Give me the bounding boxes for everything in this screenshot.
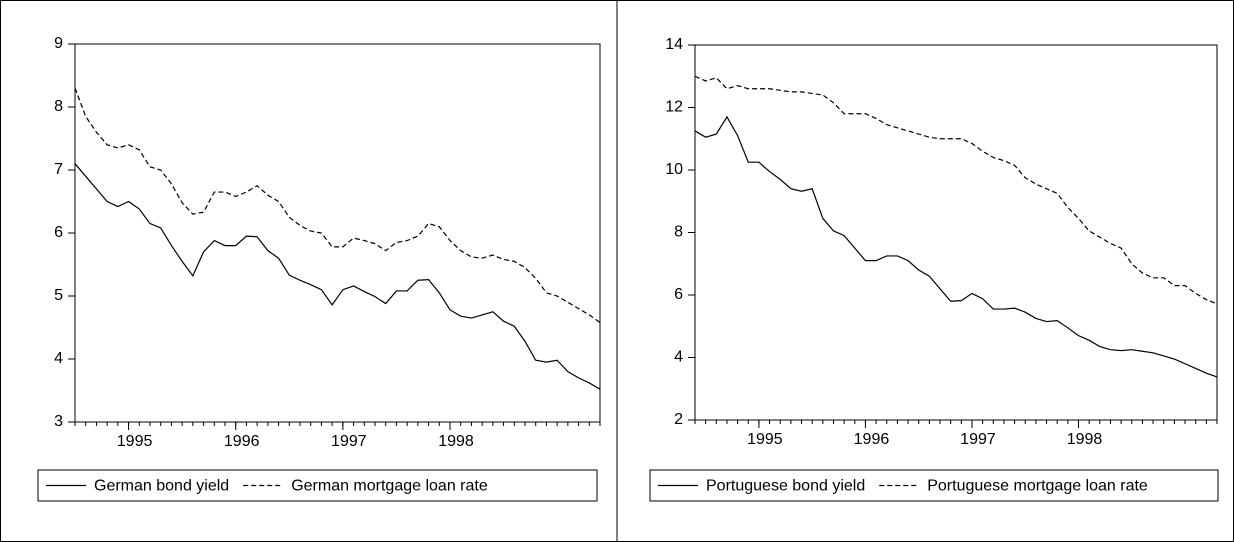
legend-box — [37, 469, 598, 502]
y-tick-label: 12 — [665, 99, 683, 116]
legend-box — [649, 469, 1219, 502]
x-tick-label: 1998 — [1067, 431, 1103, 448]
y-tick-label: 6 — [674, 286, 683, 303]
y-tick-label: 4 — [54, 350, 63, 367]
y-tick-label: 7 — [54, 161, 63, 178]
series-line — [74, 163, 601, 390]
y-tick-label: 14 — [665, 36, 683, 53]
legend-label: Portuguese bond yield — [706, 478, 865, 495]
x-tick-label: 1996 — [224, 433, 260, 450]
series-line — [694, 115, 1218, 378]
legend-label: German bond yield — [94, 478, 229, 495]
plot-frame — [74, 43, 601, 423]
x-tick-label: 1997 — [960, 431, 996, 448]
y-tick-label: 3 — [54, 413, 63, 430]
y-tick-label: 4 — [674, 349, 683, 366]
legend-label: Portuguese mortgage loan rate — [927, 478, 1148, 495]
legend-label: German mortgage loan rate — [291, 478, 488, 495]
x-tick-label: 1998 — [438, 433, 474, 450]
series-line — [694, 75, 1218, 305]
x-tick-label: 1996 — [854, 431, 890, 448]
y-tick-label: 10 — [665, 161, 683, 178]
y-tick-label: 8 — [54, 98, 63, 115]
series-line — [74, 87, 601, 323]
plot-frame — [694, 44, 1218, 421]
y-tick-label: 8 — [674, 224, 683, 241]
y-tick-label: 6 — [54, 224, 63, 241]
x-tick-label: 1995 — [117, 433, 153, 450]
x-tick-label: 1995 — [747, 431, 783, 448]
y-tick-label: 5 — [54, 287, 63, 304]
y-tick-label: 9 — [54, 35, 63, 52]
y-tick-label: 2 — [674, 411, 683, 428]
x-tick-label: 1997 — [331, 433, 367, 450]
